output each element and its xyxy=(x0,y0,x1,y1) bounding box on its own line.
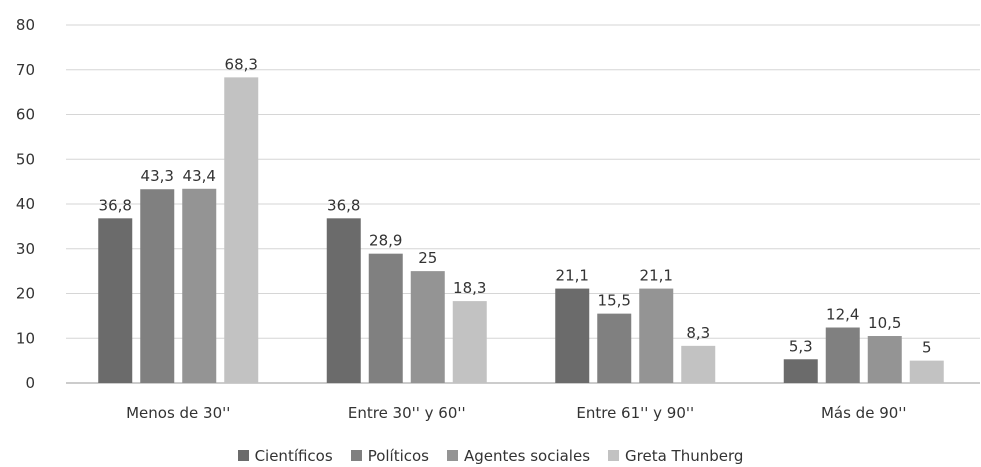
y-tick-label: 10 xyxy=(16,329,35,347)
bar xyxy=(98,218,133,383)
data-label: 15,5 xyxy=(598,292,631,310)
bars xyxy=(98,77,944,384)
bar xyxy=(867,336,902,383)
legend-label: Greta Thunberg xyxy=(625,446,744,465)
data-labels: 36,8 43,3 43,4 68,3 36,8 28,9 25 18,3 21,1 15,5 21… xyxy=(99,55,932,356)
bar xyxy=(825,327,860,383)
data-label: 5,3 xyxy=(789,337,813,355)
y-tick-label: 60 xyxy=(16,106,35,124)
data-label: 18,3 xyxy=(453,279,486,297)
legend-label: Políticos xyxy=(367,446,429,465)
legend-swatch xyxy=(350,450,362,461)
legend-item: Greta Thunberg xyxy=(608,447,743,465)
bar xyxy=(909,360,944,383)
y-axis-ticks: 0 10 20 30 40 50 60 70 80 xyxy=(16,16,35,392)
data-label: 36,8 xyxy=(327,196,360,214)
y-tick-label: 20 xyxy=(16,285,35,303)
x-category-label: Entre 30'' y 60'' xyxy=(348,404,466,422)
data-label: 68,3 xyxy=(225,55,258,73)
y-tick-label: 40 xyxy=(16,195,35,213)
legend-swatch xyxy=(608,450,620,461)
data-label: 5 xyxy=(922,339,932,357)
legend-swatch xyxy=(447,450,458,461)
bar-chart: 0 10 20 30 40 50 60 70 80 36,8 43,3 43,4 68,3 36,8 28… xyxy=(16,16,980,422)
x-axis-categories: Menos de 30'' Entre 30'' y 60'' Entre 61''… xyxy=(126,404,906,422)
data-label: 43,4 xyxy=(183,167,216,185)
data-label: 43,3 xyxy=(141,167,174,185)
data-label: 8,3 xyxy=(686,324,710,342)
legend-item: Científicos xyxy=(237,446,333,465)
legend-label: Científicos xyxy=(254,446,333,465)
x-category-label: Más de 90'' xyxy=(821,404,907,422)
bar xyxy=(368,253,403,383)
bar xyxy=(681,345,716,383)
data-label: 10,5 xyxy=(868,314,901,332)
data-label: 28,9 xyxy=(369,232,402,250)
bar xyxy=(224,77,259,384)
y-tick-label: 0 xyxy=(25,374,35,392)
y-tick-label: 70 xyxy=(16,61,35,79)
data-label: 25 xyxy=(418,249,437,267)
legend-swatch xyxy=(237,450,249,461)
bar xyxy=(182,188,217,383)
y-tick-label: 50 xyxy=(16,150,35,168)
y-tick-label: 80 xyxy=(16,16,35,34)
bar xyxy=(555,288,590,383)
bar xyxy=(452,301,487,383)
bar xyxy=(326,218,361,383)
bar xyxy=(639,288,674,383)
bar xyxy=(410,271,445,383)
legend-item: Políticos xyxy=(350,446,429,465)
y-tick-label: 30 xyxy=(16,240,35,258)
bar xyxy=(140,189,175,383)
chart-legend: Científicos Políticos Agentes sociales Gret… xyxy=(0,444,981,467)
legend-label: Agentes sociales xyxy=(464,446,591,465)
x-category-label: Entre 61'' y 90'' xyxy=(576,404,694,422)
data-label: 36,8 xyxy=(99,196,132,214)
data-label: 12,4 xyxy=(826,306,859,324)
gridlines xyxy=(66,24,980,384)
data-label: 21,1 xyxy=(556,267,589,285)
x-category-label: Menos de 30'' xyxy=(126,404,230,422)
legend-item: Agentes sociales xyxy=(447,447,590,465)
data-label: 21,1 xyxy=(640,267,673,285)
bar xyxy=(597,313,632,383)
bar xyxy=(783,359,818,383)
